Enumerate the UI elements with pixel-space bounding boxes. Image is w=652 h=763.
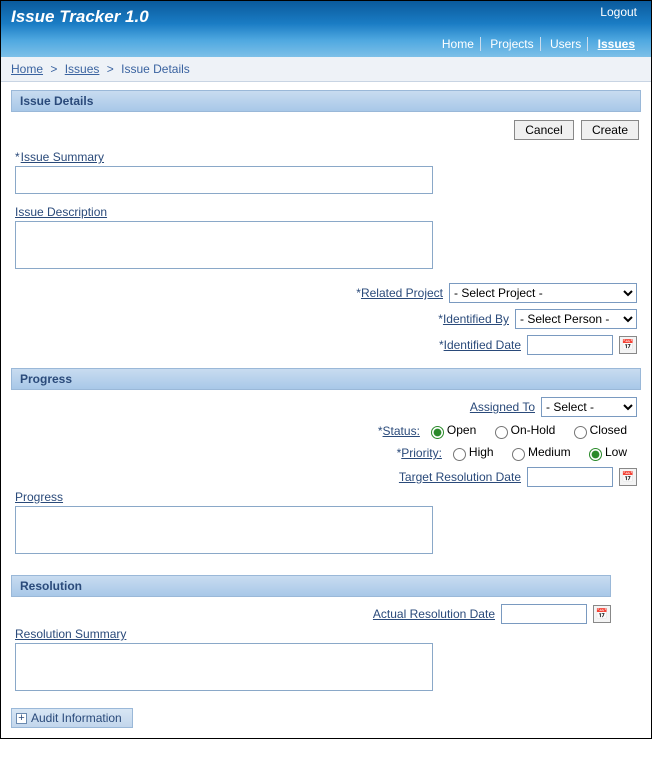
status-onhold-radio[interactable] — [495, 426, 508, 439]
actual-resolution-date-input[interactable] — [501, 604, 587, 624]
status-closed-radio[interactable] — [574, 426, 587, 439]
identified-date-label: *Identified Date — [439, 338, 521, 352]
top-nav: Home Projects Users Issues — [436, 37, 641, 51]
issue-summary-input[interactable] — [15, 166, 433, 194]
breadcrumb-sep: > — [46, 62, 61, 76]
breadcrumb-home[interactable]: Home — [11, 62, 43, 76]
status-label: *Status: — [378, 424, 420, 438]
identified-by-select[interactable]: - Select Person - — [515, 309, 637, 329]
breadcrumb-issues[interactable]: Issues — [65, 62, 100, 76]
related-project-label: *Related Project — [356, 286, 443, 300]
app-title: Issue Tracker 1.0 — [11, 7, 641, 27]
breadcrumb-sep: > — [103, 62, 118, 76]
resolution-summary-input[interactable] — [15, 643, 433, 691]
target-resolution-date-label: Target Resolution Date — [399, 470, 521, 484]
resolution-summary-label: Resolution Summary — [15, 627, 637, 641]
priority-radio-group: High Medium Low — [448, 445, 637, 461]
audit-toggle[interactable]: +Audit Information — [11, 708, 133, 728]
breadcrumb: Home > Issues > Issue Details — [1, 57, 651, 82]
app-header: Issue Tracker 1.0 Logout Home Projects U… — [1, 1, 651, 57]
priority-high-radio[interactable] — [453, 448, 466, 461]
breadcrumb-current: Issue Details — [121, 62, 190, 76]
issue-description-label: Issue Description — [15, 205, 637, 219]
nav-issues[interactable]: Issues — [592, 37, 641, 51]
create-button[interactable]: Create — [581, 120, 639, 140]
calendar-icon[interactable]: 📅 — [619, 468, 637, 486]
nav-projects[interactable]: Projects — [484, 37, 540, 51]
related-project-select[interactable]: - Select Project - — [449, 283, 637, 303]
assigned-to-label: Assigned To — [470, 400, 535, 414]
progress-label: Progress — [15, 490, 637, 504]
actual-resolution-date-label: Actual Resolution Date — [373, 607, 495, 621]
identified-by-label: *Identified By — [438, 312, 509, 326]
logout-link[interactable]: Logout — [600, 5, 637, 19]
section-resolution: Resolution — [11, 575, 611, 597]
cancel-button[interactable]: Cancel — [514, 120, 573, 140]
calendar-icon[interactable]: 📅 — [619, 336, 637, 354]
expand-icon: + — [16, 713, 27, 724]
issue-description-input[interactable] — [15, 221, 433, 269]
issue-summary-label: *Issue Summary — [15, 150, 637, 164]
section-progress: Progress — [11, 368, 641, 390]
nav-home[interactable]: Home — [436, 37, 481, 51]
identified-date-input[interactable] — [527, 335, 613, 355]
status-open-radio[interactable] — [431, 426, 444, 439]
priority-label: *Priority: — [397, 446, 442, 460]
action-row: Cancel Create — [11, 116, 641, 150]
section-issue-details: Issue Details — [11, 90, 641, 112]
assigned-to-select[interactable]: - Select - — [541, 397, 637, 417]
progress-input[interactable] — [15, 506, 433, 554]
target-resolution-date-input[interactable] — [527, 467, 613, 487]
calendar-icon[interactable]: 📅 — [593, 605, 611, 623]
priority-medium-radio[interactable] — [512, 448, 525, 461]
nav-users[interactable]: Users — [544, 37, 588, 51]
priority-low-radio[interactable] — [589, 448, 602, 461]
status-radio-group: Open On-Hold Closed — [426, 423, 637, 439]
